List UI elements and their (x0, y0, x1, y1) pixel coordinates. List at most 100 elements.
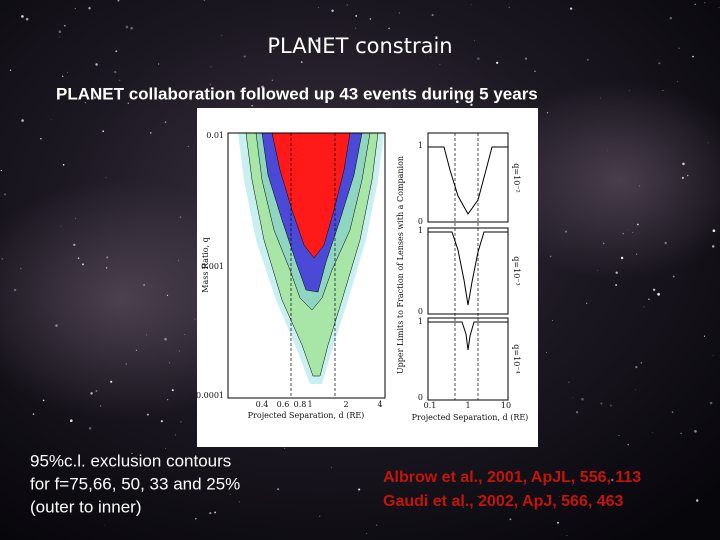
star (575, 411, 579, 414)
star (9, 69, 12, 71)
star (680, 432, 682, 435)
star (600, 402, 603, 405)
star (90, 392, 93, 395)
star (569, 7, 573, 10)
star (64, 24, 66, 27)
caption: 95%c.l. exclusion contours for f=75,66, … (30, 451, 240, 516)
star (272, 47, 275, 50)
star (392, 478, 394, 480)
panel-axes (427, 317, 509, 401)
star (210, 66, 212, 68)
star (67, 71, 69, 73)
star (184, 334, 186, 335)
star (439, 63, 441, 65)
y-axis-label: Upper Limits to Fraction of Lenses with … (396, 156, 405, 374)
star (106, 267, 108, 269)
star (88, 7, 91, 10)
star (707, 142, 709, 144)
star (25, 17, 29, 21)
star (564, 230, 568, 233)
star (166, 294, 169, 297)
star (557, 521, 559, 524)
star (20, 267, 22, 270)
star (300, 61, 303, 64)
star (99, 405, 102, 407)
star (50, 119, 52, 121)
star (21, 15, 24, 18)
y-tick-label: 0.01 (206, 131, 224, 140)
star (676, 80, 679, 83)
star (431, 14, 434, 17)
star (627, 443, 629, 446)
star (284, 447, 286, 449)
star (615, 271, 618, 274)
star (55, 324, 58, 327)
caption-line: 95%c.l. exclusion contours (30, 451, 231, 470)
star (73, 243, 76, 247)
star (114, 70, 117, 74)
star (160, 420, 163, 423)
slide-title: PLANET constrain (267, 34, 452, 58)
star (430, 56, 432, 58)
star (251, 105, 253, 107)
star (694, 429, 697, 433)
star (658, 62, 661, 65)
panel-axes (427, 132, 509, 223)
star (4, 193, 6, 196)
y-tick-label: 1 (418, 226, 423, 235)
star (366, 533, 368, 534)
star (69, 419, 73, 423)
star (615, 284, 617, 286)
star (718, 7, 720, 9)
star (602, 242, 605, 245)
star (671, 411, 674, 413)
reference: Gaudi et al., 2002, ApJ, 566, 463 (383, 493, 624, 510)
star (229, 493, 231, 496)
limit-curve (428, 231, 508, 306)
star (369, 18, 372, 20)
star (652, 432, 653, 433)
left-axes (227, 132, 386, 399)
star (355, 27, 357, 29)
star (146, 413, 149, 416)
star (318, 7, 319, 8)
star (171, 389, 174, 392)
star (712, 229, 716, 233)
panel-label: q=10⁻⁴ (512, 344, 521, 373)
y-tick-label: 0 (418, 217, 423, 226)
star (709, 401, 713, 405)
y-tick-label: 0.001 (201, 262, 224, 271)
star (509, 518, 512, 521)
star (682, 162, 685, 166)
y-tick-label: 0 (418, 307, 423, 316)
star (81, 263, 85, 266)
star (319, 515, 321, 517)
star (74, 8, 76, 10)
star (209, 511, 212, 515)
star (678, 47, 680, 49)
star (662, 90, 664, 92)
star (180, 421, 182, 423)
star (209, 83, 211, 85)
star (409, 99, 411, 101)
star (99, 87, 101, 89)
star (477, 495, 479, 497)
star (59, 36, 61, 38)
star (470, 103, 473, 106)
star (568, 381, 570, 383)
star (652, 288, 656, 292)
y-axis-label: Mass Ratio, q (201, 237, 210, 293)
star (611, 478, 614, 482)
star (398, 12, 400, 14)
star (95, 63, 98, 66)
star (179, 216, 182, 218)
star (125, 25, 129, 29)
star (622, 232, 624, 235)
star (635, 366, 638, 369)
panel-axes (427, 227, 509, 315)
star (712, 355, 714, 357)
star (572, 396, 574, 398)
star (686, 174, 689, 177)
star (110, 380, 113, 383)
star (657, 292, 660, 296)
